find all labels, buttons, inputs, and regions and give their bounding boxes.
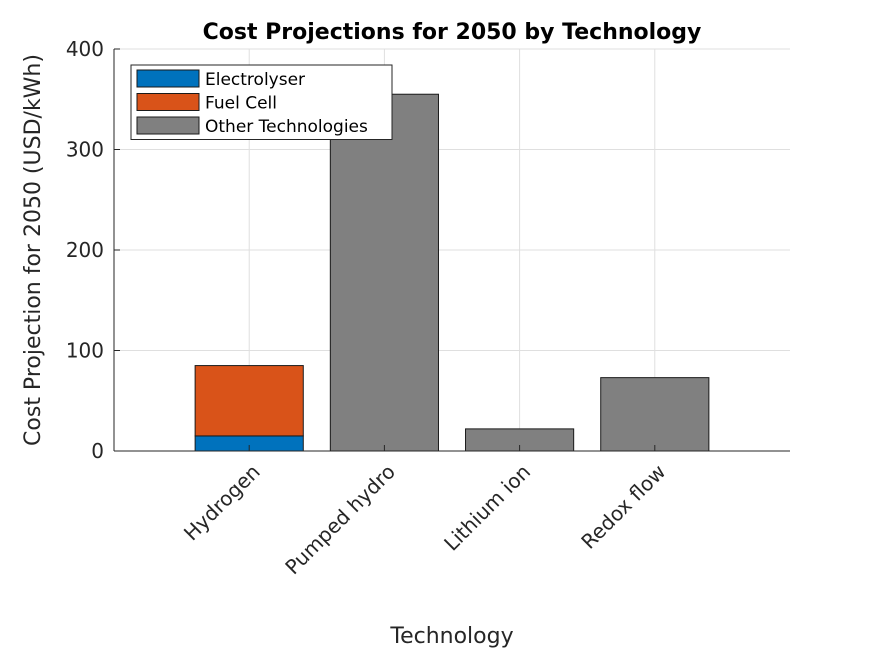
y-tick-label: 400: [66, 37, 104, 61]
bar-other-technologies: [329, 93, 439, 452]
y-tick-label: 0: [91, 439, 104, 463]
x-axis-label: Technology: [389, 624, 513, 649]
axes: [113, 48, 790, 452]
bars: [194, 93, 710, 452]
chart-title: Cost Projections for 2050 by Technology: [203, 20, 702, 45]
legend: Electrolyser Fuel Cell Other Technologies: [130, 64, 393, 140]
legend-swatch: [136, 116, 200, 135]
bar-other-technologies: [600, 377, 710, 452]
y-axis-label: Cost Projection for 2050 (USD/kWh): [21, 54, 46, 446]
y-tick-label: 200: [66, 238, 104, 262]
legend-swatch: [136, 69, 200, 88]
legend-label: Fuel Cell: [205, 94, 277, 114]
legend-swatch: [136, 93, 200, 111]
legend-label: Other Technologies: [205, 117, 368, 137]
y-tick-label: 300: [66, 138, 104, 162]
legend-label: Electrolyser: [205, 70, 305, 90]
bar-fuel-cell: [194, 365, 304, 437]
y-tick-label: 100: [66, 339, 104, 363]
